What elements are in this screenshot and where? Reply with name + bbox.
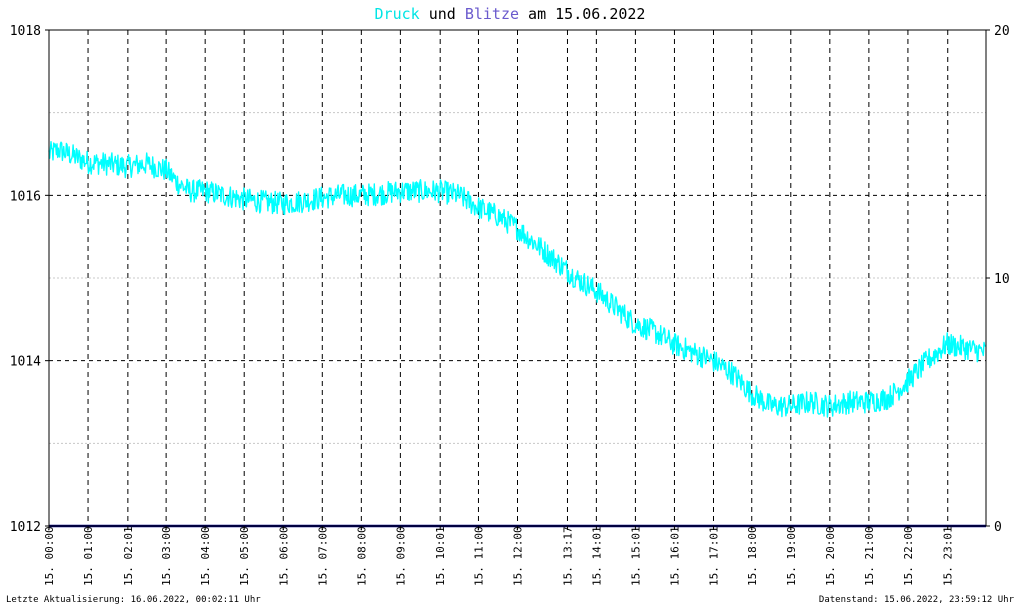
x-tick-label: 15. 00:00 bbox=[43, 526, 56, 586]
footer-last-update: Letzte Aktualisierung: 16.06.2022, 00:02… bbox=[6, 595, 261, 605]
chart-title: Druck und Blitze am 15.06.2022 bbox=[375, 5, 646, 23]
y-left-tick-label: 1014 bbox=[10, 355, 41, 370]
y-right-tick-label: 0 bbox=[994, 520, 1002, 535]
x-tick-label: 15. 20:00 bbox=[824, 526, 837, 586]
x-tick-label: 15. 16:01 bbox=[668, 526, 681, 586]
x-tick-label: 15. 17:01 bbox=[707, 526, 720, 586]
x-tick-label: 15. 09:00 bbox=[394, 526, 407, 586]
x-tick-label: 15. 23:01 bbox=[942, 526, 955, 586]
x-tick-label: 15. 02:01 bbox=[122, 526, 135, 586]
x-tick-label: 15. 14:01 bbox=[590, 526, 603, 586]
x-tick-label: 15. 11:00 bbox=[472, 526, 485, 586]
y-left-tick-label: 1012 bbox=[10, 520, 41, 535]
x-tick-label: 15. 13:17 bbox=[561, 526, 574, 586]
y-left-tick-label: 1016 bbox=[10, 189, 41, 204]
footer-data-status: Datenstand: 15.06.2022, 23:59:12 Uhr bbox=[819, 595, 1015, 605]
x-tick-label: 15. 01:00 bbox=[82, 526, 95, 586]
x-tick-label: 15. 12:00 bbox=[512, 526, 525, 586]
series-layer bbox=[48, 141, 986, 528]
y-left-tick-label: 1018 bbox=[10, 24, 41, 39]
x-tick-label: 15. 22:00 bbox=[902, 526, 915, 586]
x-tick-label: 15. 15:01 bbox=[629, 526, 642, 586]
axis-labels: 1012 1014 1016 1018 0 10 20 15. 00:00 15. 01:00 1… bbox=[10, 24, 1010, 586]
title-und: und bbox=[420, 5, 465, 23]
title-blitze: Blitze bbox=[465, 5, 519, 23]
x-tick-label: 15. 08:00 bbox=[355, 526, 368, 586]
x-tick-label: 15. 19:00 bbox=[785, 526, 798, 586]
x-tick-label: 15. 18:00 bbox=[746, 526, 759, 586]
y-right-tick-label: 20 bbox=[994, 24, 1010, 39]
x-tick-label: 15. 04:00 bbox=[199, 526, 212, 586]
x-tick-label: 15. 05:00 bbox=[238, 526, 251, 586]
y-right-tick-label: 10 bbox=[994, 272, 1010, 287]
x-tick-label: 15. 07:00 bbox=[316, 526, 329, 586]
title-druck: Druck bbox=[375, 5, 420, 23]
grid-layer bbox=[49, 30, 986, 526]
x-tick-label: 15. 10:01 bbox=[434, 526, 447, 586]
x-tick-label: 15. 06:00 bbox=[277, 526, 290, 586]
pressure-series-line bbox=[48, 141, 986, 418]
x-tick-label: 15. 21:00 bbox=[863, 526, 876, 586]
x-tick-label: 15. 03:00 bbox=[160, 526, 173, 586]
title-date: am 15.06.2022 bbox=[519, 5, 645, 23]
